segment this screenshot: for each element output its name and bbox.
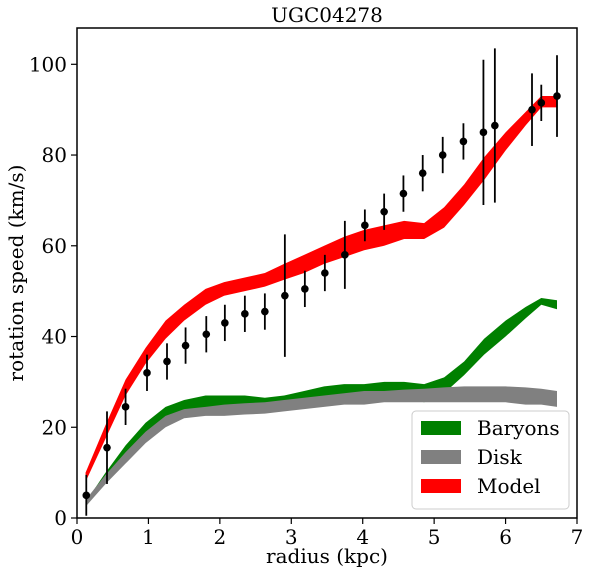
x-tick-label: 7 [571,525,584,549]
data-point [479,128,488,137]
y-tick-label: 0 [54,506,67,530]
data-point [361,221,369,230]
x-tick-label: 0 [71,525,84,549]
disk-band [85,386,557,507]
x-tick-label: 2 [213,525,226,549]
model-bands [85,96,557,507]
y-tick-label: 40 [42,325,67,349]
data-point [418,169,427,177]
data-point [143,369,151,377]
x-axis-label: radius (kpc) [266,544,388,568]
data-point [163,357,171,366]
data-point [121,403,130,411]
data-point [553,92,561,100]
y-axis-ticks: 0 20 40 60 80 100 [29,52,77,530]
data-point [380,207,388,216]
x-tick-label: 3 [285,525,298,549]
data-point [221,319,229,327]
x-tick-label: 4 [356,525,369,549]
model-band [85,96,557,482]
legend: Baryons Disk Model [411,410,570,510]
data-point [202,330,211,339]
data-point [281,291,289,300]
legend-swatch-disk [421,450,461,464]
y-tick-label: 60 [42,234,67,258]
x-tick-label: 1 [142,525,155,549]
data-point [459,137,468,146]
data-point [261,307,269,316]
data-point [491,121,499,130]
data-point [301,285,309,293]
observed-points [82,92,561,500]
chart-title: UGC04278 [271,3,383,27]
data-point [399,189,408,198]
data-point [103,443,111,452]
data-point [537,99,546,107]
legend-label-baryons: Baryons [477,416,560,440]
data-point [181,341,190,350]
data-point [82,491,91,500]
x-axis-ticks: 0 1 2 3 4 5 6 7 [71,518,584,549]
y-tick-label: 100 [29,52,67,76]
x-tick-label: 6 [499,525,512,549]
baryons-band [85,297,557,507]
y-tick-label: 20 [42,415,67,439]
data-point [438,151,447,159]
y-tick-label: 80 [42,143,67,167]
data-point [241,310,249,318]
y-axis-label: rotation speed (km/s) [4,165,28,382]
data-point [321,269,329,277]
legend-swatch-model [421,479,461,493]
legend-label-disk: Disk [477,445,523,469]
x-tick-label: 5 [428,525,441,549]
legend-label-model: Model [477,474,541,498]
data-point [528,105,536,114]
plot-frame [76,27,578,519]
data-point [341,251,349,259]
legend-swatch-baryons [421,421,461,435]
